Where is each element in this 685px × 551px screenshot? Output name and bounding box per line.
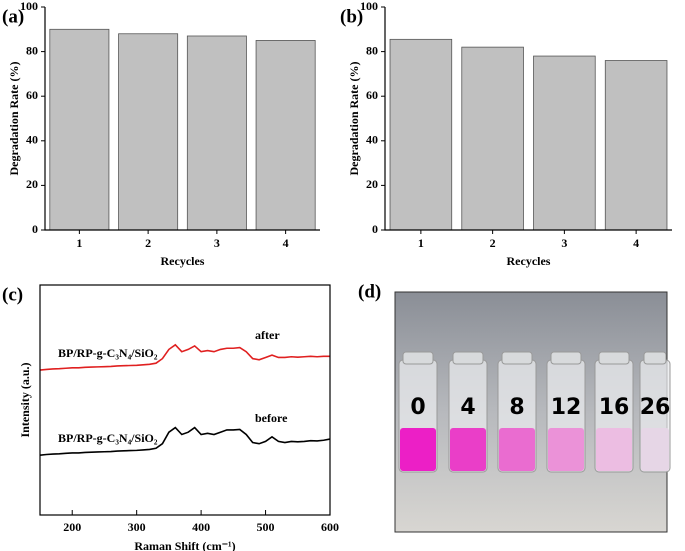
liquid — [400, 428, 436, 471]
axis — [44, 7, 320, 231]
x-tick-label: 3 — [214, 236, 220, 250]
liquid — [450, 428, 486, 471]
panel-label: (c) — [2, 284, 23, 305]
x-tick-label: 2 — [145, 236, 151, 250]
vial-label: 0 — [410, 395, 425, 420]
series-label: before — [255, 411, 288, 425]
x-tick-label: 2 — [490, 236, 496, 250]
panel-label: (d) — [358, 281, 381, 302]
annotation: BP/RP-g-C₃N₄/SiO₂ — [58, 431, 158, 445]
vial-cap — [598, 351, 630, 365]
x-tick-label: 200 — [63, 520, 81, 534]
vial-cap — [402, 351, 434, 365]
bar — [461, 46, 524, 231]
y-tick-label: 80 — [26, 43, 38, 57]
bar — [255, 40, 316, 231]
x-axis-label: Recycles — [507, 254, 551, 268]
line-series — [39, 343, 330, 371]
y-tick-label: 40 — [366, 133, 378, 147]
bar — [49, 28, 110, 231]
x-tick-label: 1 — [418, 236, 424, 250]
y-tick-label: 100 — [20, 0, 38, 13]
liquid — [596, 428, 632, 471]
bar — [118, 33, 179, 231]
x-tick-label: 4 — [283, 236, 289, 250]
liquid — [499, 428, 535, 471]
axis — [384, 7, 672, 231]
liquid — [548, 428, 584, 471]
y-axis-label: Intensity (a.u.) — [18, 362, 32, 437]
vial-label: 8 — [509, 395, 524, 420]
x-tick-label: 300 — [128, 520, 146, 534]
x-axis-label: Recycles — [161, 254, 205, 268]
line-series — [39, 426, 331, 456]
bar — [533, 55, 596, 231]
axis-frame — [39, 284, 331, 516]
y-tick-label: 0 — [372, 222, 378, 236]
vial-label: 26 — [640, 395, 671, 420]
x-tick-label: 400 — [192, 520, 210, 534]
vial-label: 12 — [551, 395, 582, 420]
y-tick-label: 40 — [26, 133, 38, 147]
panel-label: (b) — [340, 6, 363, 27]
y-axis-label: Degradation Rate (%) — [7, 62, 21, 176]
x-tick-label: 1 — [76, 236, 82, 250]
x-tick-label: 4 — [633, 236, 639, 250]
vial-label: 4 — [460, 395, 475, 420]
bar — [604, 60, 668, 231]
y-tick-label: 100 — [360, 0, 378, 13]
y-tick-label: 20 — [26, 177, 38, 191]
y-axis-label: Degradation Rate (%) — [347, 62, 361, 176]
y-tick-label: 60 — [366, 88, 378, 102]
liquid — [641, 428, 669, 471]
bar — [389, 38, 453, 231]
vial-label: 16 — [599, 395, 630, 420]
panel-label: (a) — [2, 6, 24, 27]
series-label: after — [255, 328, 280, 342]
y-tick-label: 20 — [366, 177, 378, 191]
x-tick-label: 500 — [257, 520, 275, 534]
annotation: BP/RP-g-C₃N₄/SiO₂ — [58, 346, 158, 360]
vial-cap — [501, 351, 533, 365]
vial-cap — [452, 351, 484, 365]
x-tick-label: 600 — [321, 520, 339, 534]
x-axis-label: Raman Shift (cm⁻¹) — [134, 539, 235, 551]
y-tick-label: 60 — [26, 88, 38, 102]
vial-cap — [550, 351, 582, 365]
y-tick-label: 0 — [32, 222, 38, 236]
x-tick-label: 3 — [561, 236, 567, 250]
vial-cap — [643, 351, 667, 365]
y-tick-label: 80 — [366, 43, 378, 57]
bar — [186, 35, 247, 231]
